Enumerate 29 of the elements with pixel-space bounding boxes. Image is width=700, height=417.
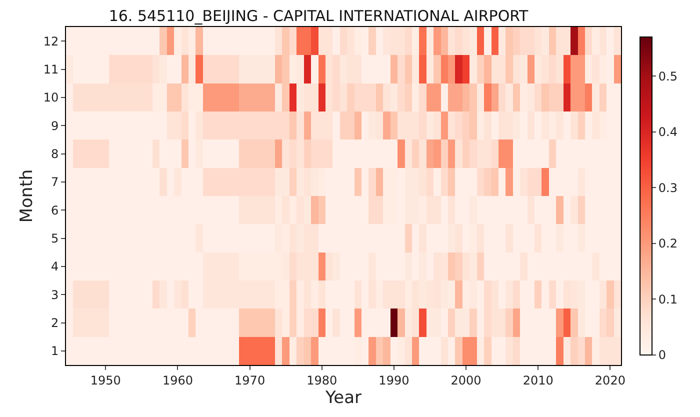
y-tick-label: 9 xyxy=(50,118,59,133)
x-tick-label: 1980 xyxy=(306,373,338,388)
color-bar-label: 0.2 xyxy=(658,236,678,251)
color-bar-label: 0.3 xyxy=(658,180,678,195)
chart-title: 16. 545110_BEIJING - CAPITAL INTERNATIONAL AIRPORT xyxy=(108,6,529,25)
x-tick-label: 1990 xyxy=(378,373,410,388)
x-tick-label: 2010 xyxy=(522,373,554,388)
x-tick-label: 1960 xyxy=(162,373,193,388)
y-tick-label: 2 xyxy=(50,316,59,330)
y-tick-label: 7 xyxy=(50,175,59,190)
y-tick-label: 12 xyxy=(43,34,59,48)
y-axis-title: Month xyxy=(16,169,37,223)
x-axis-title: Year xyxy=(324,388,362,408)
x-tick-label: 1970 xyxy=(234,373,266,388)
y-tick-label: 1 xyxy=(50,344,59,358)
x-tick-label: 1950 xyxy=(90,373,121,388)
y-tick-label: 8 xyxy=(50,146,59,161)
color-bar-label: 0.1 xyxy=(658,292,678,306)
color-bar-label: 0 xyxy=(658,348,666,362)
y-tick-label: 10 xyxy=(43,90,59,105)
color-bar-label: 0.5 xyxy=(658,69,678,84)
y-tick-label: 5 xyxy=(50,231,59,246)
x-tick-label: 2020 xyxy=(594,373,626,388)
x-tick-label: 2000 xyxy=(450,373,482,388)
y-tick-label: 3 xyxy=(50,288,59,302)
y-tick-label: 6 xyxy=(50,203,59,218)
y-tick-label: 11 xyxy=(43,62,59,76)
color-bar-label: 0.4 xyxy=(658,125,678,140)
y-tick-label: 4 xyxy=(50,260,59,274)
